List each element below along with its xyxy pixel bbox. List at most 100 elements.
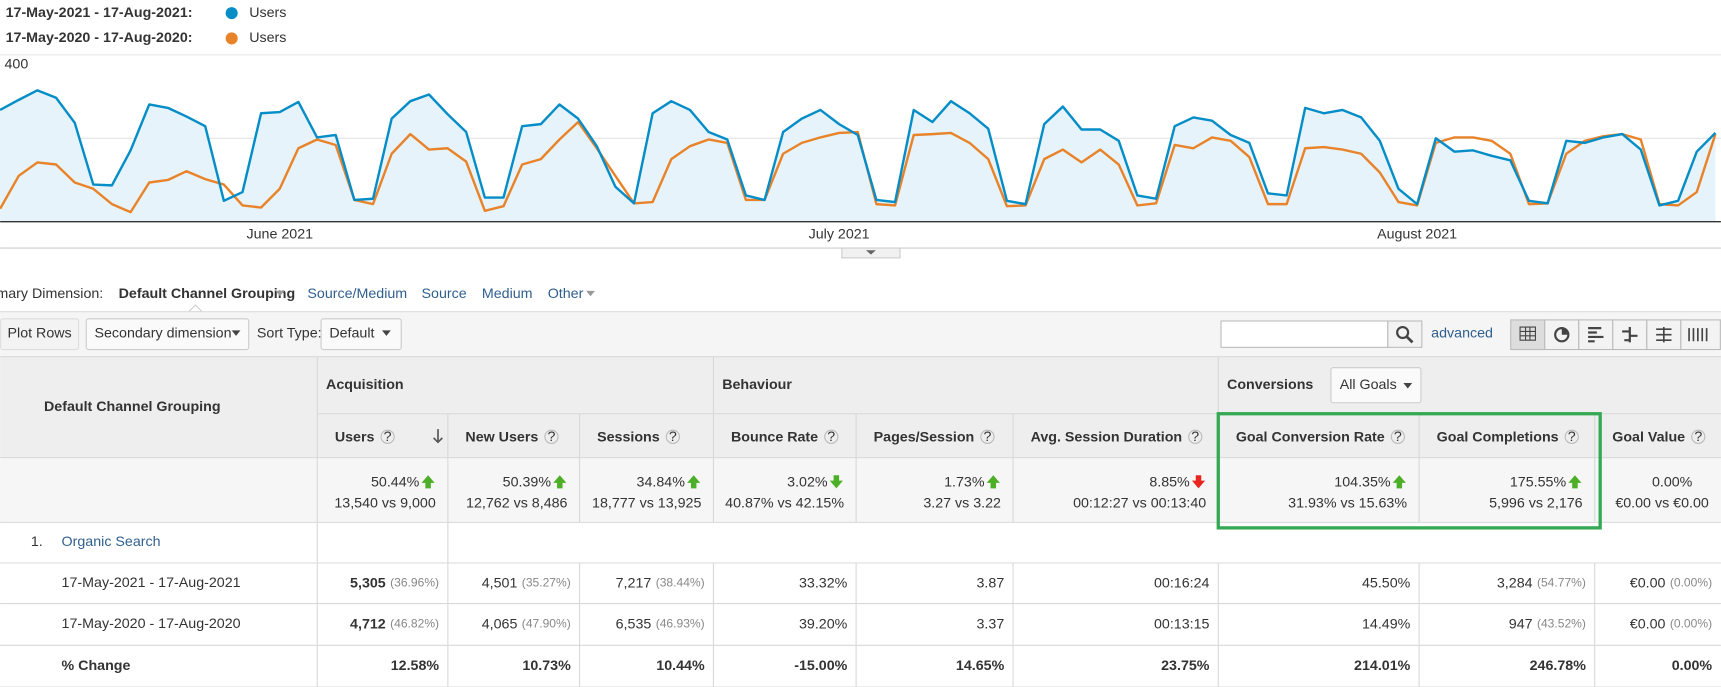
- toolbar: [0, 311, 1721, 357]
- icon: [1519, 326, 1536, 341]
- cell: -15.00%: [794, 658, 847, 674]
- trend-arrow: [1191, 475, 1206, 489]
- dimension-option[interactable]: Source/Medium: [307, 286, 407, 302]
- cell-share: (54.77%): [1537, 575, 1586, 589]
- view-table[interactable]: [1510, 319, 1546, 351]
- cell-value: 3.37: [977, 616, 1005, 632]
- sort-icon: [433, 429, 443, 444]
- group-header: Conversions: [1227, 377, 1313, 393]
- cell-value: 14.65%: [956, 658, 1005, 674]
- summary-compare: 31.93% vs 15.63%: [1288, 495, 1407, 511]
- cell-value: €0.00: [1630, 616, 1666, 632]
- dimension-option[interactable]: Other: [548, 286, 584, 302]
- icon: [1588, 327, 1604, 343]
- advanced-link[interactable]: advanced: [1431, 325, 1493, 341]
- summary-change: 8.85%: [1149, 475, 1190, 491]
- secondary-dimension-select[interactable]: [85, 318, 250, 351]
- trend-arrow: [986, 475, 1000, 489]
- segment-index: 1.: [31, 534, 43, 550]
- cell-value: 3,284: [1497, 575, 1533, 591]
- cell-share: (35.27%): [522, 575, 571, 589]
- help-icon-label: ?: [827, 429, 835, 445]
- select-label: Secondary dimension: [94, 325, 231, 341]
- cell: 214.01%: [1354, 658, 1411, 674]
- summary-background: [0, 457, 1721, 523]
- cell: 45.50%: [1362, 575, 1411, 591]
- trend-arrow: [829, 475, 843, 489]
- cell: 5,305 (36.96%): [350, 575, 439, 591]
- help-icon: [1691, 429, 1706, 444]
- selected-notch: [187, 304, 204, 313]
- cell-share: (0.00%): [1670, 617, 1712, 631]
- cell: 0.00%: [1672, 658, 1713, 674]
- cell: 4,712 (46.82%): [350, 616, 439, 632]
- cell-value: 00:16:24: [1154, 575, 1210, 591]
- segment-label[interactable]: Organic Search: [62, 534, 161, 550]
- group-header: Behaviour: [722, 377, 792, 393]
- row-label: 17-May-2020 - 17-Aug-2020: [62, 616, 241, 632]
- cell-share: (47.90%): [522, 617, 571, 631]
- sort-select[interactable]: [320, 318, 402, 351]
- cell: 4,501 (35.27%): [482, 575, 571, 591]
- dropdown-icon: [275, 290, 285, 297]
- dimension-option[interactable]: Source: [422, 286, 467, 302]
- summary-compare: 13,540 vs 9,000: [334, 495, 435, 511]
- cell: 6,535 (46.93%): [616, 616, 705, 632]
- cell-value: 3.87: [977, 575, 1005, 591]
- dimension-selected[interactable]: Default Channel Grouping: [119, 286, 296, 302]
- dimension-option[interactable]: Medium: [482, 286, 533, 302]
- help-icon-label: ?: [983, 429, 991, 445]
- column-header: Sessions: [597, 430, 660, 446]
- cell-value: 4,065: [482, 616, 518, 632]
- view-performance[interactable]: [1578, 319, 1614, 351]
- summary-compare: 12,762 vs 8,486: [466, 495, 567, 511]
- highlight-box: [1216, 412, 1602, 530]
- cell: 39.20%: [799, 616, 848, 632]
- x-tick-label: July 2021: [809, 227, 870, 243]
- summary-compare: 40.87% vs 42.15%: [725, 495, 844, 511]
- cell: 3.37: [977, 616, 1005, 632]
- legend-swatch: [225, 32, 238, 45]
- view-cloud[interactable]: [1680, 319, 1721, 351]
- cell-value: 00:13:15: [1154, 616, 1210, 632]
- dimension-label: Primary Dimension:: [0, 286, 103, 302]
- column-header: Goal Conversion Rate: [1236, 430, 1385, 446]
- cell-value: -15.00%: [794, 658, 847, 674]
- dropdown-icon: [1403, 383, 1413, 389]
- trend-arrow: [1392, 475, 1406, 489]
- header-background: [0, 356, 1721, 458]
- summary-compare: €0.00 vs €0.00: [1615, 495, 1709, 511]
- trend-arrow: [553, 475, 567, 489]
- cell-value: 45.50%: [1362, 575, 1411, 591]
- cell-share: (36.96%): [390, 575, 439, 589]
- help-icon: [1188, 429, 1203, 444]
- row-label: % Change: [62, 658, 131, 674]
- help-icon: [1564, 429, 1579, 444]
- icon: [1622, 327, 1638, 343]
- trend-arrow: [421, 475, 435, 489]
- cell-value: 0.00%: [1672, 658, 1713, 674]
- dropdown-icon: [382, 330, 391, 336]
- search-icon: [1406, 335, 1414, 344]
- help-icon-label: ?: [669, 429, 677, 445]
- legend-period: 17-May-2021 - 17-Aug-2021:: [6, 5, 193, 21]
- select-label: All Goals: [1340, 377, 1397, 393]
- series-line: [0, 89, 1717, 207]
- row-label: 17-May-2021 - 17-Aug-2021: [62, 575, 241, 591]
- cell: 14.65%: [956, 658, 1005, 674]
- select-label: Default: [329, 325, 374, 341]
- column-header: Goal Completions: [1437, 430, 1559, 446]
- cell-value: 947: [1509, 616, 1533, 632]
- y-tick-label: 400: [4, 57, 28, 73]
- cell-value: 6,535: [616, 616, 652, 632]
- search-input[interactable]: [1220, 320, 1389, 348]
- legend-label: Users: [249, 5, 286, 21]
- search-button[interactable]: [1387, 320, 1423, 348]
- plot-rows-button[interactable]: [0, 318, 80, 351]
- cell: 12.58%: [391, 658, 440, 674]
- goal-select[interactable]: [1330, 367, 1422, 404]
- collapse-icon: [865, 250, 876, 255]
- column-header: Goal Value: [1612, 430, 1685, 446]
- cell-value: 33.32%: [799, 575, 848, 591]
- cell-value: 214.01%: [1354, 658, 1411, 674]
